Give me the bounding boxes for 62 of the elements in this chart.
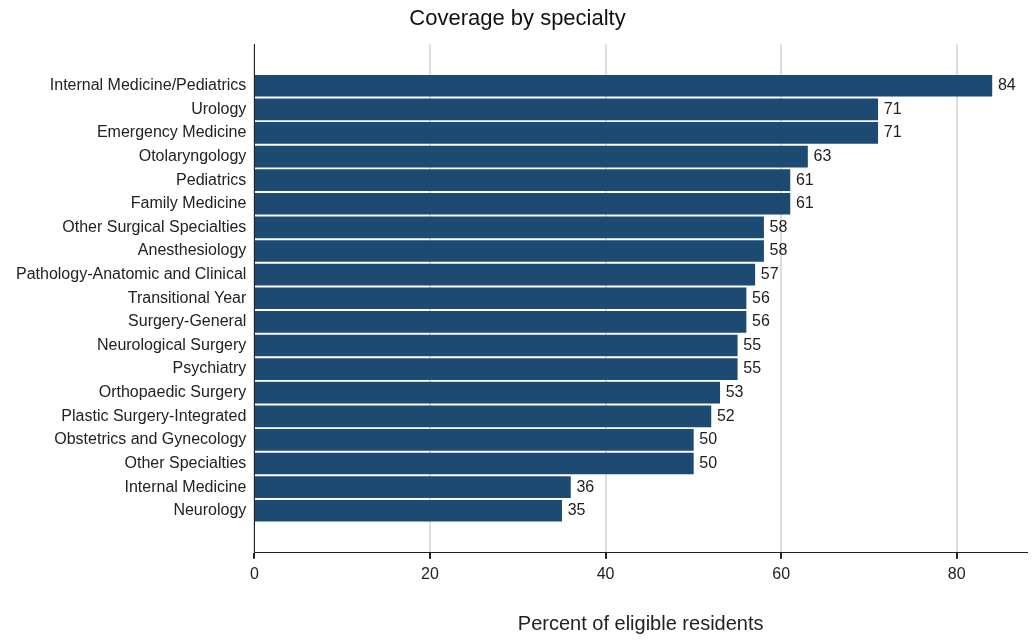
chart-title: Coverage by specialty	[409, 5, 626, 31]
data-label: 56	[752, 312, 770, 330]
bar	[255, 216, 764, 239]
data-label: 53	[725, 383, 744, 401]
bar	[255, 240, 764, 262]
y-tick-label: Anesthesiology	[137, 241, 247, 259]
bar	[255, 476, 571, 498]
y-tick-label: Internal Medicine/Pediatrics	[49, 76, 247, 94]
data-label: 36	[576, 477, 595, 495]
bar	[255, 452, 694, 475]
y-tick-label: Family Medicine	[130, 194, 247, 212]
y-tick-label: Surgery-General	[128, 312, 247, 330]
y-tick-label: Neurological Surgery	[96, 335, 247, 353]
data-label: 50	[699, 430, 718, 448]
data-label: 71	[883, 123, 902, 141]
data-label: 50	[699, 453, 718, 471]
bar	[255, 98, 879, 121]
bar	[255, 358, 738, 380]
data-label: 84	[997, 76, 1016, 94]
y-tick-label: Internal Medicine	[124, 477, 247, 495]
bar	[255, 192, 791, 215]
data-label: 63	[813, 146, 832, 164]
data-label: 71	[883, 99, 902, 117]
data-label: 58	[769, 217, 788, 235]
bar	[255, 311, 747, 333]
bar	[255, 334, 738, 357]
data-label: 56	[752, 288, 770, 306]
data-label: 55	[743, 359, 762, 377]
bar	[255, 263, 756, 286]
bar	[255, 169, 791, 192]
bar	[255, 122, 879, 144]
y-tick-label: Plastic Surgery-Integrated	[61, 406, 247, 424]
data-label: 35	[567, 501, 586, 519]
y-tick-label: Psychiatry	[172, 359, 247, 377]
x-tick-label: 0	[249, 564, 259, 582]
bar	[255, 287, 747, 310]
y-tick-label: Orthopaedic Surgery	[98, 383, 247, 401]
x-tick-label: 60	[772, 564, 791, 582]
x-tick-label: 40	[596, 564, 615, 582]
y-tick-label: Urology	[191, 99, 247, 117]
y-tick-label: Pathology-Anatomic and Clinical	[16, 265, 247, 283]
y-tick-label: Neurology	[173, 501, 247, 519]
y-tick-label: Otolaryngology	[138, 146, 247, 164]
y-tick-label: Transitional Year	[127, 288, 248, 306]
bar	[255, 499, 562, 522]
y-tick-label: Other Specialties	[124, 453, 247, 471]
bar	[255, 145, 808, 168]
data-label: 61	[795, 170, 814, 188]
data-label: 55	[743, 335, 762, 353]
bar	[255, 429, 694, 451]
x-tick-label: 20	[421, 564, 439, 582]
y-tick-label: Other Surgical Specialties	[62, 217, 247, 235]
data-label: 58	[769, 241, 788, 259]
x-axis-title: Percent of eligible residents	[517, 611, 764, 634]
x-tick-label: 80	[947, 564, 966, 582]
y-tick-label: Obstetrics and Gynecology	[54, 430, 247, 448]
data-label: 57	[760, 265, 779, 283]
bar	[255, 74, 993, 97]
data-label: 52	[716, 406, 735, 424]
data-label: 61	[795, 194, 814, 212]
y-tick-label: Pediatrics	[176, 170, 247, 188]
y-tick-label: Emergency Medicine	[96, 123, 247, 141]
